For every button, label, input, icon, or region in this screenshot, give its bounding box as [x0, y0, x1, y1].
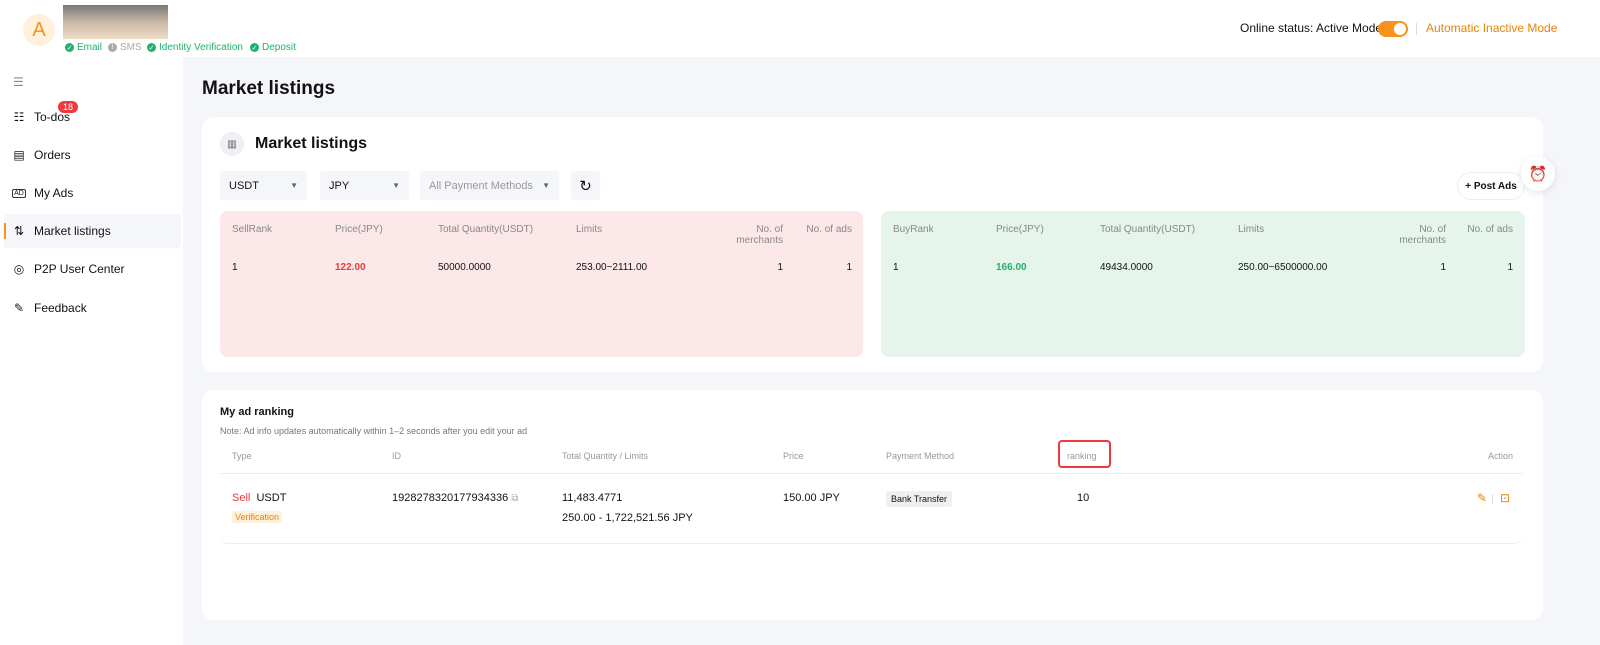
- copy-icon[interactable]: ⧉: [511, 493, 519, 504]
- column-header: Total Quantity / Limits: [562, 451, 649, 461]
- page-title: Market listings: [202, 78, 336, 99]
- divider: [1416, 23, 1417, 35]
- online-status-label: Online status: Active Mode: [1240, 21, 1383, 35]
- sidebar-item-todos[interactable]: ☷ To-dos: [13, 110, 71, 124]
- ad-limits: 250.00 - 1,722,521.56 JPY: [562, 512, 693, 524]
- column-header: No. of merchants: [1399, 224, 1446, 246]
- info-icon: !: [108, 43, 117, 52]
- card-title: Market listings: [255, 135, 368, 152]
- top-header: A ✓ Email ! SMS ✓ Identity Verification ✓ De…: [0, 0, 1600, 57]
- sidebar-item-p2p-user-center[interactable]: ◎ P2P User Center: [13, 262, 125, 276]
- sidebar-item-orders[interactable]: ▤ Orders: [13, 148, 71, 162]
- ad-id: 1928278320177934336 ⧉: [392, 492, 519, 504]
- table-cell: 1: [777, 262, 783, 273]
- column-header: Price(JPY): [996, 224, 1044, 235]
- section-title: My ad ranking: [220, 406, 294, 418]
- column-header: Limits: [576, 224, 603, 235]
- refresh-icon: ↻: [579, 177, 592, 195]
- column-header: Action: [1487, 451, 1513, 461]
- collapse-sidebar-icon[interactable]: ☰: [13, 75, 24, 89]
- column-header-ranking: ranking: [1067, 451, 1097, 461]
- verification-sms: ! SMS: [108, 42, 142, 53]
- chart-icon: ▥: [220, 132, 244, 156]
- caret-down-icon: ▼: [542, 181, 550, 190]
- column-header: No. of ads: [1467, 224, 1513, 235]
- user-circle-icon: ◎: [13, 262, 25, 276]
- verification-identity: ✓ Identity Verification: [147, 42, 243, 53]
- todo-list-icon: ☷: [13, 110, 25, 124]
- verification-deposit: ✓ Deposit: [250, 42, 296, 53]
- online-status-toggle[interactable]: [1378, 21, 1408, 37]
- take-offline-icon[interactable]: ⊡: [1500, 491, 1511, 505]
- table-cell: 50000.0000: [438, 262, 491, 273]
- verification-tag: Verification: [232, 511, 283, 523]
- column-header: Price: [783, 451, 804, 461]
- clipboard-icon: ▤: [13, 148, 25, 162]
- caret-down-icon: ▼: [392, 181, 400, 190]
- table-row: [220, 474, 1523, 544]
- automatic-inactive-mode-link[interactable]: Automatic Inactive Mode: [1426, 21, 1558, 35]
- table-cell: 1: [1507, 262, 1513, 273]
- sell-rank-table: SellRank Price(JPY) Total Quantity(USDT)…: [220, 211, 863, 357]
- table-cell: 1: [846, 262, 852, 273]
- column-header: Total Quantity(USDT): [1100, 224, 1196, 235]
- crypto-select[interactable]: USDT ▼: [220, 171, 307, 200]
- column-header: No. of merchants: [736, 224, 783, 246]
- payment-method-tag: Bank Transfer: [886, 491, 953, 507]
- sidebar: ☰ ☷ To-dos ▤ Orders AD My Ads ⇅ Market listi…: [0, 57, 183, 645]
- ad-type: Sell USDT: [232, 492, 287, 504]
- table-cell: 49434.0000: [1100, 262, 1153, 273]
- table-cell: 122.00: [335, 262, 366, 273]
- sidebar-item-market-listings[interactable]: ⇅ Market listings: [4, 214, 181, 248]
- sidebar-item-my-ads[interactable]: AD My Ads: [4, 176, 181, 210]
- table-cell: 253.00~2111.00: [576, 262, 648, 273]
- sort-list-icon: ⇅: [13, 224, 25, 238]
- table-cell: 1: [1440, 262, 1446, 273]
- check-icon: ✓: [65, 43, 74, 52]
- feedback-icon: ✎: [13, 301, 25, 315]
- payment-method-select[interactable]: All Payment Methods ▼: [420, 171, 559, 200]
- ad-ranking-card: [202, 390, 1543, 620]
- blurred-username: [63, 5, 168, 39]
- avatar[interactable]: A: [23, 14, 55, 46]
- ad-quantity: 11,483.4771: [562, 492, 623, 504]
- refresh-button[interactable]: ↻: [571, 171, 600, 200]
- ad-ranking-value: 10: [1077, 492, 1090, 504]
- section-note: Note: Ad info updates automatically with…: [220, 426, 528, 436]
- column-header: SellRank: [232, 224, 273, 235]
- buy-rank-table: BuyRank Price(JPY) Total Quantity(USDT) …: [881, 211, 1525, 357]
- table-cell: 250.00~6500000.00: [1238, 262, 1328, 273]
- caret-down-icon: ▼: [290, 181, 298, 190]
- divider: [1492, 494, 1493, 504]
- divider: [220, 473, 1523, 474]
- table-cell: 166.00: [996, 262, 1027, 273]
- sidebar-item-feedback[interactable]: ✎ Feedback: [13, 301, 87, 315]
- column-header: ID: [392, 451, 401, 461]
- alarm-icon[interactable]: ⏰: [1521, 157, 1555, 191]
- fiat-select[interactable]: JPY ▼: [320, 171, 409, 200]
- column-header: No. of ads: [806, 224, 852, 235]
- ad-price: 150.00 JPY: [783, 492, 840, 504]
- column-header: BuyRank: [893, 224, 934, 235]
- highlight-box: [1058, 440, 1111, 468]
- table-cell: 1: [232, 262, 238, 273]
- column-header: Price(JPY): [335, 224, 383, 235]
- ad-icon: AD: [12, 188, 26, 198]
- post-ads-button[interactable]: + Post Ads: [1457, 172, 1525, 200]
- check-icon: ✓: [147, 43, 156, 52]
- column-header: Limits: [1238, 224, 1265, 235]
- column-header: Type: [232, 451, 252, 461]
- table-cell: 1: [893, 262, 899, 273]
- verification-email: ✓ Email: [65, 42, 103, 53]
- column-header: Total Quantity(USDT): [438, 224, 534, 235]
- check-icon: ✓: [250, 43, 259, 52]
- todos-count-badge: 18: [58, 101, 79, 113]
- column-header: Payment Method: [886, 451, 955, 461]
- edit-icon[interactable]: ✎: [1477, 491, 1488, 505]
